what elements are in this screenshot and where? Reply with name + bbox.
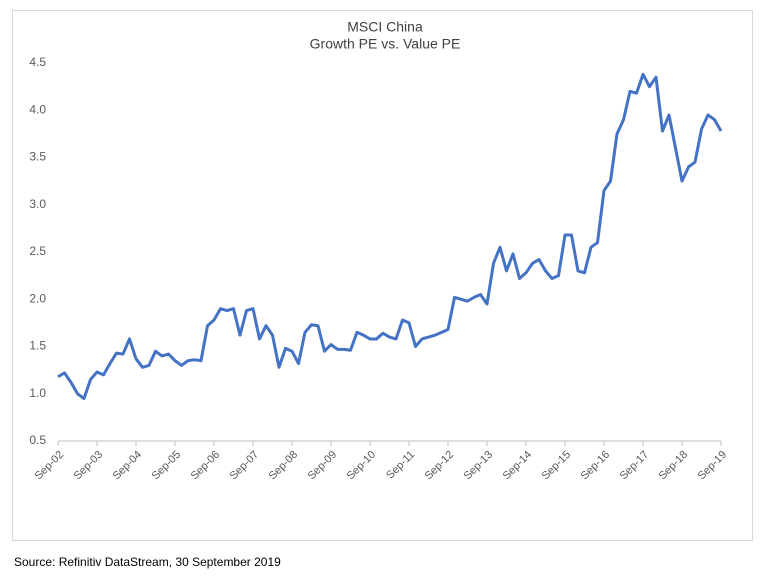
y-tick-label: 1.0 bbox=[29, 386, 46, 400]
y-tick-label: 4.5 bbox=[29, 55, 46, 69]
y-tick-label: 3.0 bbox=[29, 197, 46, 211]
x-tick-label: Sep-02 bbox=[33, 449, 67, 483]
x-tick-label: Sep-07 bbox=[228, 449, 262, 483]
x-tick-label: Sep-05 bbox=[150, 449, 184, 483]
data-line bbox=[57, 72, 723, 400]
x-tick-label: Sep-09 bbox=[306, 449, 340, 483]
y-tick-label: 2.0 bbox=[29, 291, 46, 305]
source-note: Source: Refinitiv DataStream, 30 Septemb… bbox=[14, 555, 281, 569]
x-tick-label: Sep-13 bbox=[462, 449, 496, 483]
x-tick-label: Sep-08 bbox=[267, 449, 301, 483]
x-tick-label: Sep-04 bbox=[111, 449, 145, 483]
x-tick-label: Sep-18 bbox=[657, 449, 691, 483]
y-tick-label: 0.5 bbox=[29, 433, 46, 447]
x-tick-label: Sep-03 bbox=[72, 449, 106, 483]
x-tick-label: Sep-11 bbox=[384, 449, 417, 482]
y-tick-label: 4.0 bbox=[29, 102, 46, 116]
y-tick-label: 3.5 bbox=[29, 150, 46, 164]
y-tick-label: 1.5 bbox=[29, 339, 46, 353]
chart-subtitle: Growth PE vs. Value PE bbox=[310, 36, 461, 52]
chart-title: MSCI China bbox=[347, 19, 423, 35]
x-tick-label: Sep-19 bbox=[696, 449, 730, 483]
x-tick-label: Sep-12 bbox=[423, 449, 457, 483]
x-tick-label: Sep-06 bbox=[189, 449, 223, 483]
x-tick-label: Sep-17 bbox=[618, 449, 652, 483]
x-tick-label: Sep-16 bbox=[579, 449, 613, 483]
x-tick-label: Sep-10 bbox=[345, 449, 379, 483]
x-tick-label: Sep-15 bbox=[540, 449, 574, 483]
chart-border bbox=[12, 10, 753, 541]
y-tick-label: 2.5 bbox=[29, 244, 46, 258]
x-tick-label: Sep-14 bbox=[501, 449, 535, 483]
